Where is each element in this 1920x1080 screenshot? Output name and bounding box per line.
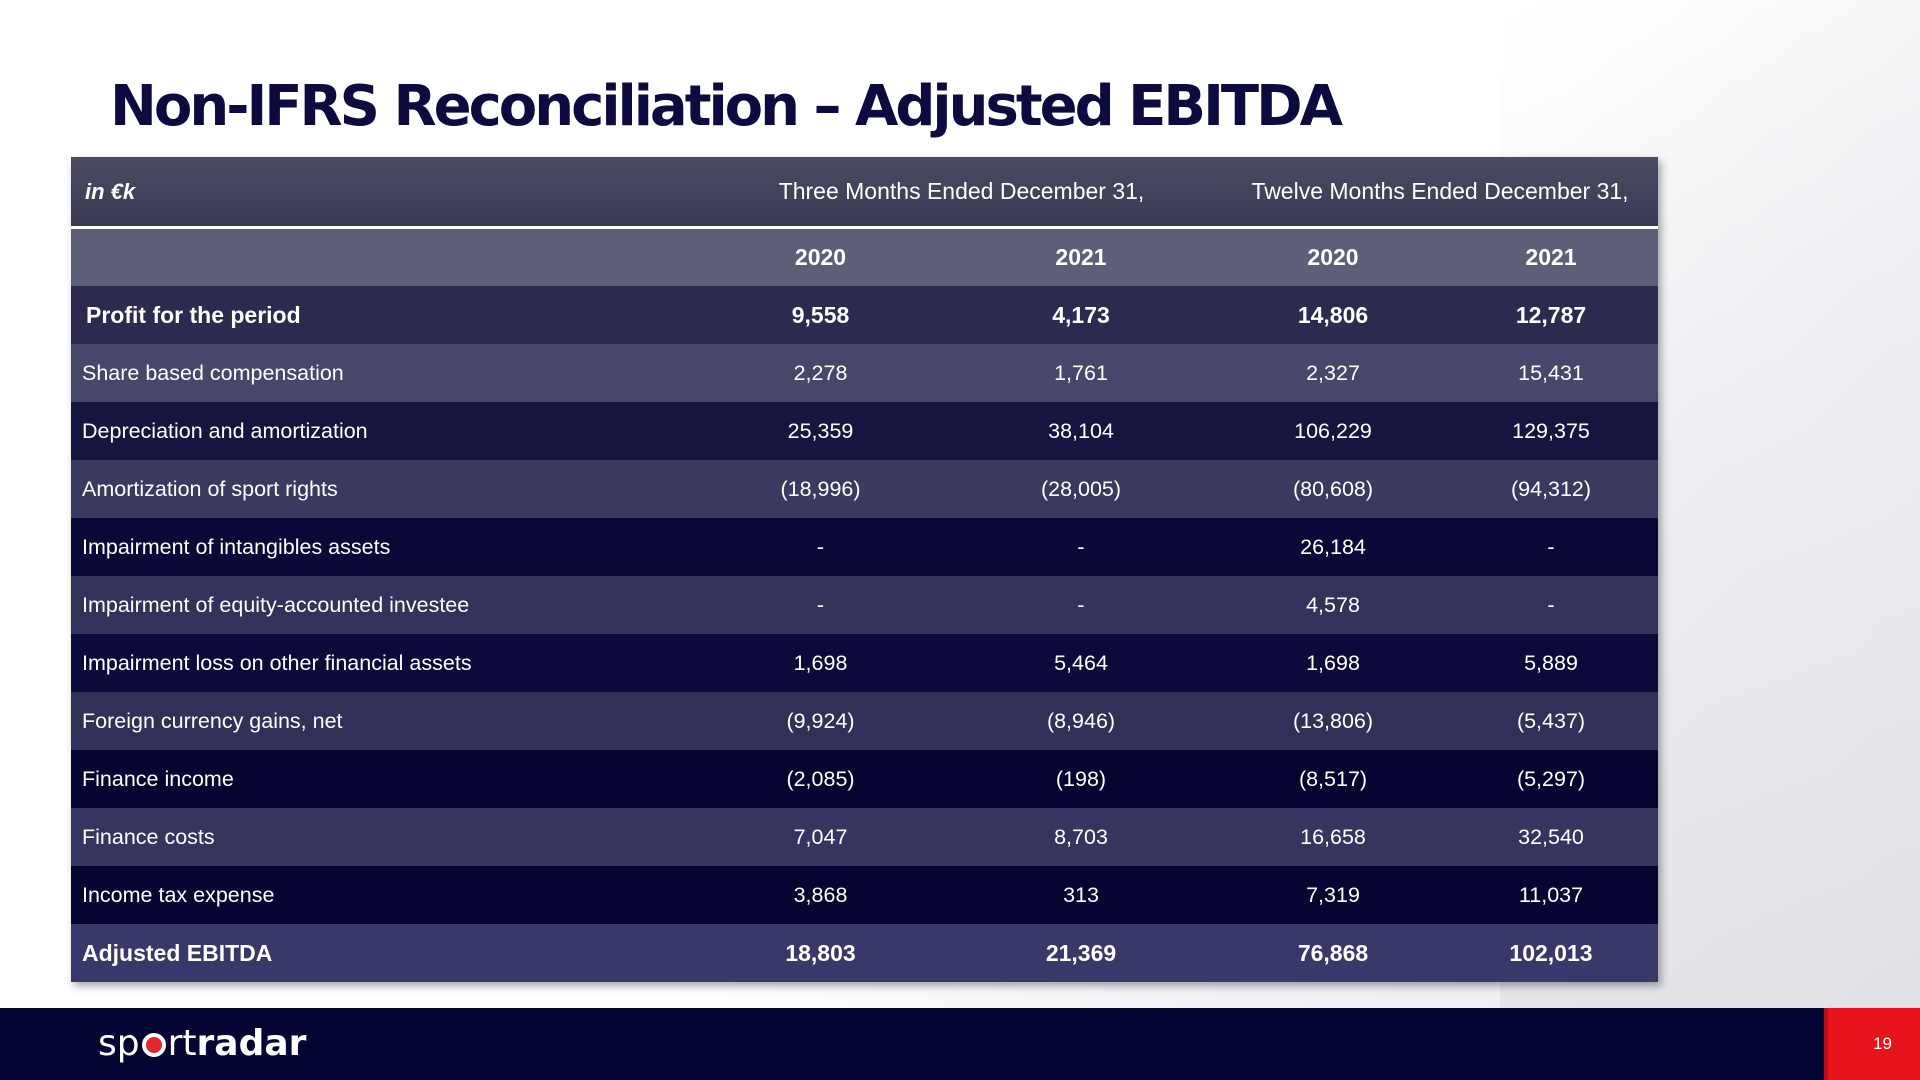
- row-value: (5,297): [1444, 750, 1658, 808]
- row-label: Impairment loss on other financial asset…: [71, 634, 701, 692]
- row-value: 5,464: [940, 634, 1222, 692]
- table-row: Finance costs 7,047 8,703 16,658 32,540: [71, 808, 1658, 866]
- table-body: Profit for the period 9,558 4,173 14,806 12,…: [71, 286, 1658, 982]
- row-value: 18,803: [701, 924, 940, 982]
- row-value: 4,173: [940, 286, 1222, 344]
- row-label: Profit for the period: [71, 286, 701, 344]
- row-value: 2,278: [701, 344, 940, 402]
- row-value: (5,437): [1444, 692, 1658, 750]
- row-value: 5,889: [1444, 634, 1658, 692]
- row-value: -: [940, 576, 1222, 634]
- row-value: (28,005): [940, 460, 1222, 518]
- table-row: Profit for the period 9,558 4,173 14,806 12,…: [71, 286, 1658, 344]
- table-row: Foreign currency gains, net (9,924) (8,946…: [71, 692, 1658, 750]
- row-value: 14,806: [1222, 286, 1444, 344]
- table-row: Impairment loss on other financial asset…: [71, 634, 1658, 692]
- row-label: Finance costs: [71, 808, 701, 866]
- row-label: Foreign currency gains, net: [71, 692, 701, 750]
- row-value: -: [940, 518, 1222, 576]
- row-value: 11,037: [1444, 866, 1658, 924]
- year-header: 2020: [701, 227, 940, 286]
- table-row: Impairment of equity-accounted investee -…: [71, 576, 1658, 634]
- row-value: (9,924): [701, 692, 940, 750]
- row-value: (8,517): [1222, 750, 1444, 808]
- row-label: Income tax expense: [71, 866, 701, 924]
- row-label: Amortization of sport rights: [71, 460, 701, 518]
- page-number: 19: [1873, 1034, 1892, 1053]
- logo-text-part: sp: [98, 1022, 140, 1064]
- row-label: Depreciation and amortization: [71, 402, 701, 460]
- row-label: Impairment of equity-accounted investee: [71, 576, 701, 634]
- row-value: 9,558: [701, 286, 940, 344]
- row-label: Adjusted EBITDA: [71, 924, 701, 982]
- row-value: 313: [940, 866, 1222, 924]
- row-value: 25,359: [701, 402, 940, 460]
- row-value: (2,085): [701, 750, 940, 808]
- table-row: Income tax expense 3,868 313 7,319 11,037: [71, 866, 1658, 924]
- row-value: (94,312): [1444, 460, 1658, 518]
- row-value: 106,229: [1222, 402, 1444, 460]
- table-row: Depreciation and amortization 25,359 38,10…: [71, 402, 1658, 460]
- row-value: 129,375: [1444, 402, 1658, 460]
- row-value: (198): [940, 750, 1222, 808]
- table-row: Finance income (2,085) (198) (8,517) (5,297): [71, 750, 1658, 808]
- row-value: (8,946): [940, 692, 1222, 750]
- year-header-spacer: [71, 227, 701, 286]
- year-header: 2021: [1444, 227, 1658, 286]
- row-value: -: [701, 576, 940, 634]
- sportradar-logo: sp rt radar: [98, 1020, 306, 1066]
- row-label: Finance income: [71, 750, 701, 808]
- row-value: 102,013: [1444, 924, 1658, 982]
- row-value: 76,868: [1222, 924, 1444, 982]
- row-value: 12,787: [1444, 286, 1658, 344]
- page-number-box: [1824, 1008, 1920, 1080]
- table-row: Share based compensation 2,278 1,761 2,327 1…: [71, 344, 1658, 402]
- row-value: -: [701, 518, 940, 576]
- table-header-row: in €k Three Months Ended December 31, Tw…: [71, 157, 1658, 229]
- year-header: 2021: [940, 227, 1222, 286]
- row-value: 7,319: [1222, 866, 1444, 924]
- page-title: Non-IFRS Reconciliation – Adjusted EBITD…: [110, 74, 1343, 139]
- row-value: 21,369: [940, 924, 1222, 982]
- row-value: 4,578: [1222, 576, 1444, 634]
- footer-bar: sp rt radar 19: [0, 1008, 1920, 1080]
- row-value: 1,698: [1222, 634, 1444, 692]
- row-value: -: [1444, 518, 1658, 576]
- row-value: 1,698: [701, 634, 940, 692]
- year-header: 2020: [1222, 227, 1444, 286]
- row-label: Impairment of intangibles assets: [71, 518, 701, 576]
- logo-text-part: radar: [196, 1022, 307, 1064]
- row-value: 8,703: [940, 808, 1222, 866]
- table-year-row: 2020 2021 2020 2021: [71, 227, 1658, 286]
- row-value: 16,658: [1222, 808, 1444, 866]
- row-label: Share based compensation: [71, 344, 701, 402]
- row-value: 3,868: [701, 866, 940, 924]
- row-value: (80,608): [1222, 460, 1444, 518]
- unit-label: in €k: [71, 157, 701, 229]
- row-value: 2,327: [1222, 344, 1444, 402]
- table-row: Amortization of sport rights (18,996) (28,…: [71, 460, 1658, 518]
- row-value: 26,184: [1222, 518, 1444, 576]
- row-value: (18,996): [701, 460, 940, 518]
- row-value: -: [1444, 576, 1658, 634]
- logo-text-part: rt: [167, 1022, 197, 1064]
- period-header-three-months: Three Months Ended December 31,: [701, 157, 1222, 229]
- reconciliation-table: in €k Three Months Ended December 31, Tw…: [71, 157, 1658, 982]
- table-row: Adjusted EBITDA 18,803 21,369 76,868 102,013: [71, 924, 1658, 982]
- row-value: 7,047: [701, 808, 940, 866]
- row-value: 38,104: [940, 402, 1222, 460]
- row-value: (13,806): [1222, 692, 1444, 750]
- row-value: 1,761: [940, 344, 1222, 402]
- table-row: Impairment of intangibles assets - -26,184…: [71, 518, 1658, 576]
- row-value: 15,431: [1444, 344, 1658, 402]
- row-value: 32,540: [1444, 808, 1658, 866]
- period-header-twelve-months: Twelve Months Ended December 31,: [1222, 157, 1658, 229]
- logo-ball-icon: [141, 1033, 166, 1057]
